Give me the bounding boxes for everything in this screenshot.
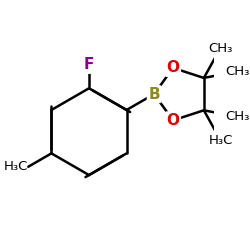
Text: CH₃: CH₃ <box>225 110 250 123</box>
Text: H₃C: H₃C <box>4 160 28 173</box>
Text: F: F <box>84 58 94 72</box>
Text: O: O <box>166 60 179 76</box>
Text: CH₃: CH₃ <box>208 42 233 54</box>
Text: CH₃: CH₃ <box>225 65 250 78</box>
Text: B: B <box>148 86 160 102</box>
Text: O: O <box>166 113 179 128</box>
Text: H₃C: H₃C <box>208 134 233 147</box>
